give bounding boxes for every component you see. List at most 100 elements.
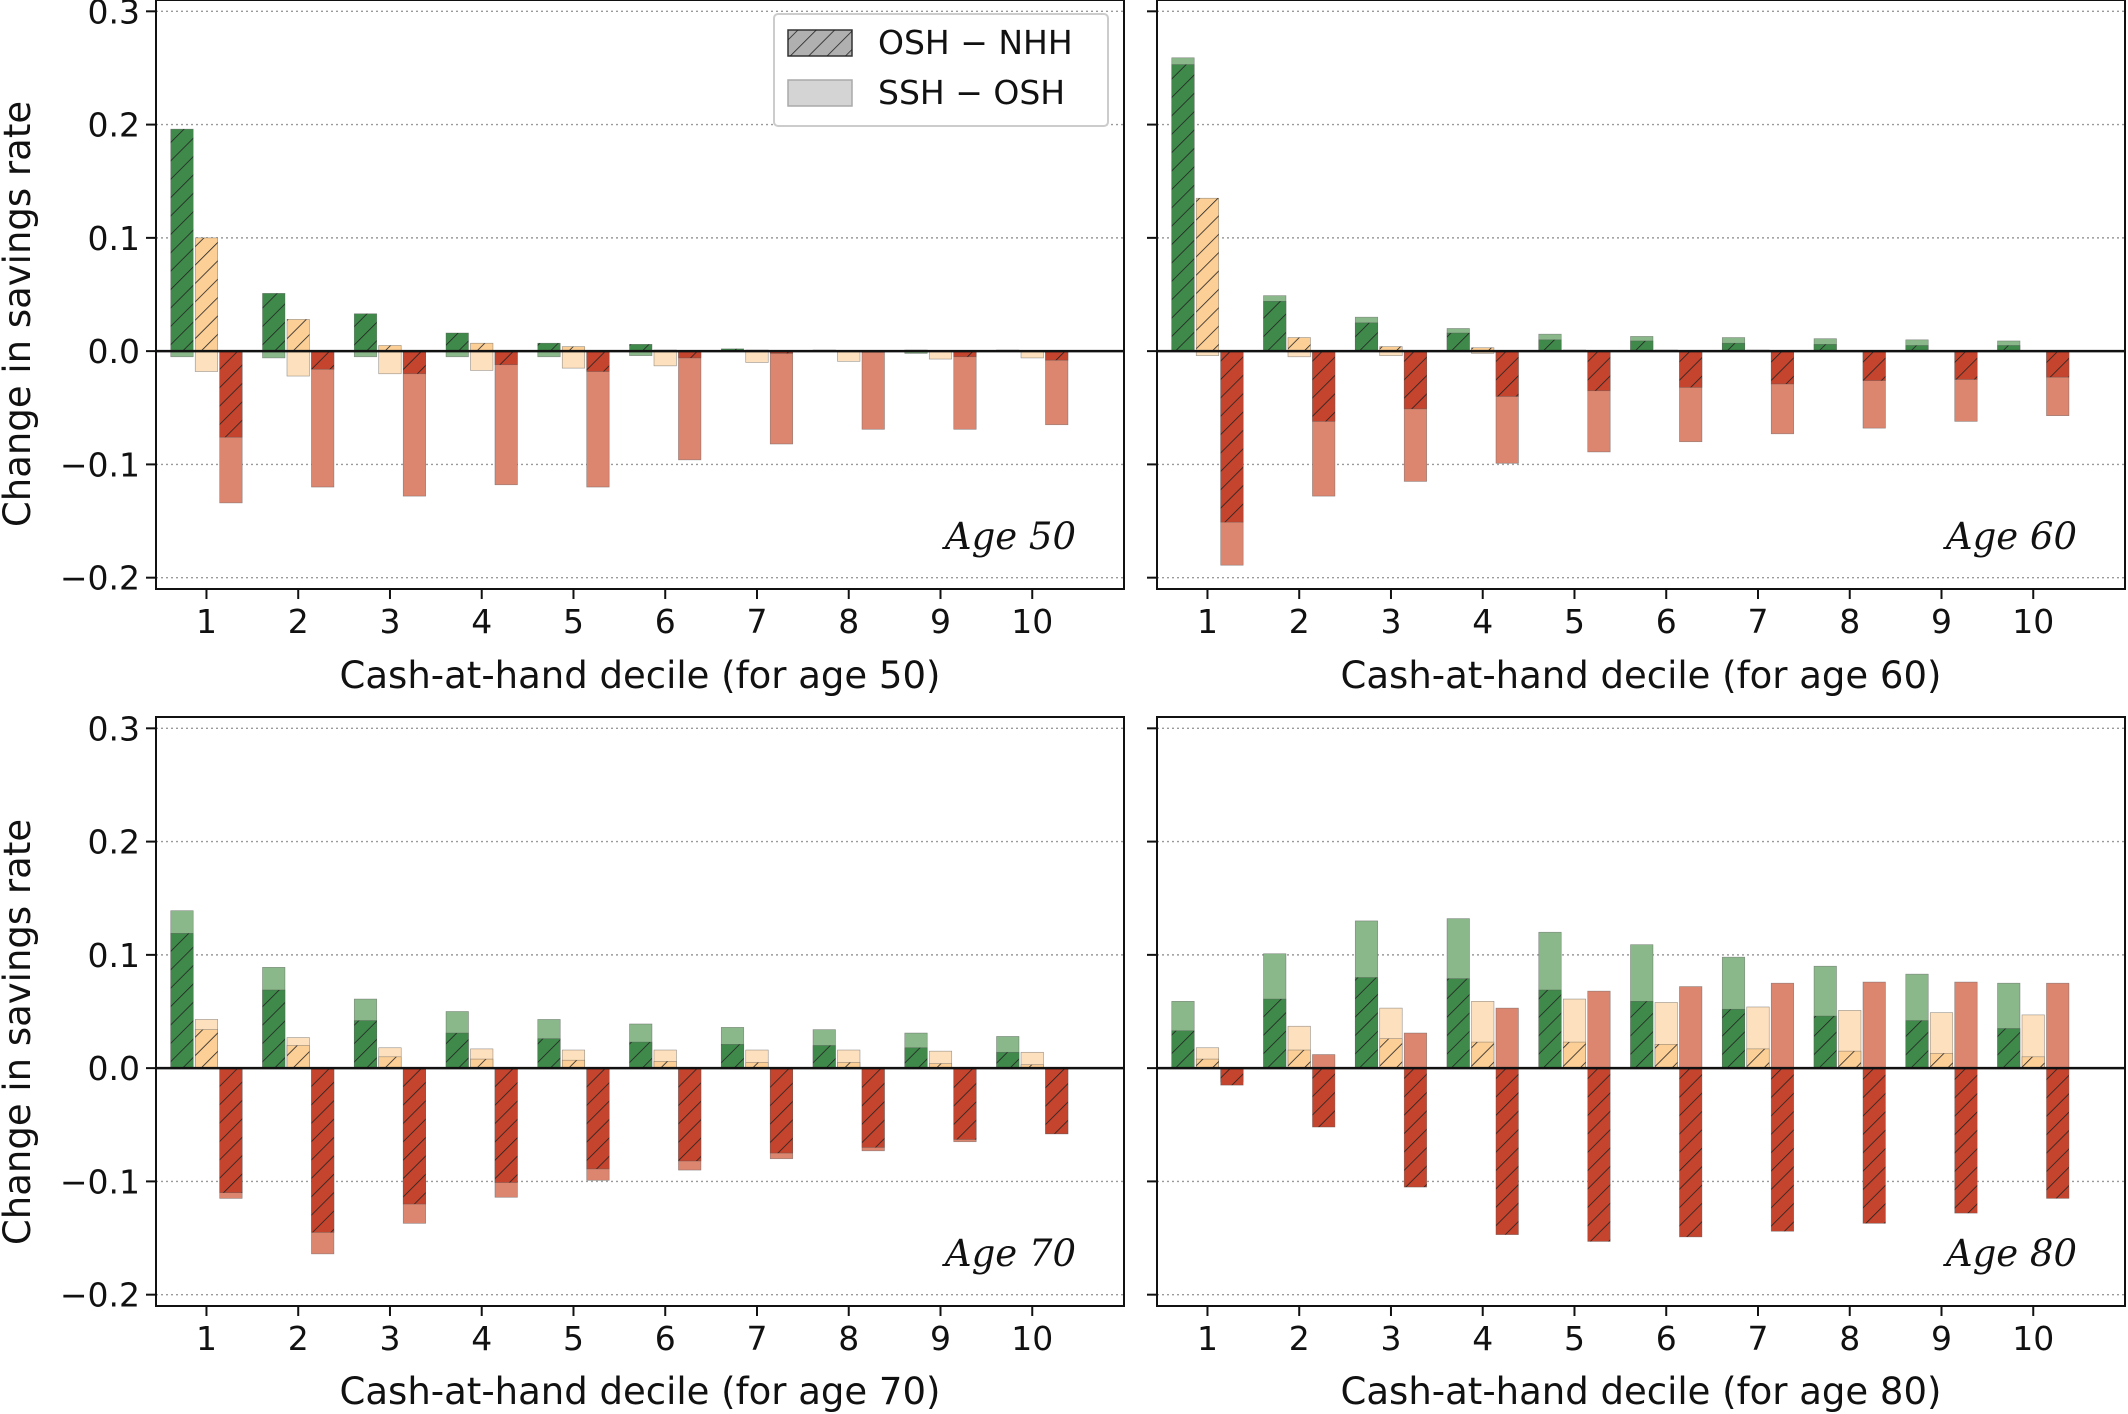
bar-red-ssh-osh (1862, 981, 1886, 1069)
bar-hatch-green (1538, 989, 1562, 1069)
bar-hatch-red (1771, 1068, 1794, 1232)
x-tick-label: 2 (1289, 1319, 1310, 1358)
bar-hatch-orange (378, 345, 402, 352)
bar-hatch-orange (1746, 1048, 1770, 1069)
bar-red-ssh-osh (1770, 982, 1795, 1069)
y-tick-label: 0.0 (88, 332, 140, 371)
bar-hatch-green (813, 1045, 836, 1069)
bar-hatch-green (446, 1033, 469, 1069)
bar-red-ssh-osh (494, 350, 518, 486)
bar-hatch-green (1814, 1016, 1837, 1069)
x-tick-label: 7 (746, 602, 767, 641)
y-tick-label: 0.0 (88, 1049, 140, 1088)
x-tick-label: 1 (196, 602, 217, 641)
bar-hatch-orange (378, 1056, 402, 1069)
bar-hatch-orange (1196, 1059, 1219, 1069)
bar-hatch-red (494, 1068, 518, 1183)
bar-hatch-orange (1471, 347, 1494, 352)
axes-frame (155, 0, 1125, 590)
bar-hatch-orange (1838, 1051, 1861, 1069)
x-tick-label: 2 (288, 602, 309, 641)
bar-red-ssh-osh (1403, 1032, 1427, 1069)
bar-hatch-red (403, 1068, 426, 1205)
bar-hatch-orange (286, 319, 310, 352)
bar-hatch-red (311, 1068, 334, 1233)
bar-red-ssh-osh (769, 350, 794, 445)
bar-orange-ssh-osh (194, 350, 219, 372)
bar-hatch-orange (1654, 1044, 1678, 1069)
bar-hatch-red (1312, 1068, 1335, 1128)
panel-annotation: Age 50 (942, 515, 1076, 558)
panel-annotation: Age 60 (1943, 515, 2077, 558)
bar-hatch-red (1862, 1068, 1886, 1224)
x-tick-label: 6 (1656, 602, 1677, 641)
bar-red-ssh-osh (678, 350, 702, 461)
legend-label-ssh-osh: SSH − OSH (878, 73, 1065, 112)
bar-hatch-orange (1196, 198, 1219, 352)
panel-age-60: 1 2 3 4 5 6 7 8 9 10 Age 60 Cash-at-hand decile (… (1147, 0, 2126, 697)
bar-hatch-orange (562, 346, 585, 352)
y-tick-label: −0.2 (60, 559, 140, 598)
bar-red-ssh-osh (2046, 982, 2070, 1069)
bar-hatch-orange (2022, 1056, 2045, 1069)
legend-label-osh-nhh: OSH − NHH (878, 23, 1073, 62)
legend-swatch-solid (787, 79, 853, 107)
x-tick-label: 1 (1197, 1319, 1218, 1358)
bar-hatch-red (403, 351, 426, 374)
x-tick-label: 6 (655, 602, 676, 641)
bar-hatch-red (1862, 351, 1886, 381)
x-tick-label: 8 (838, 602, 859, 641)
x-tick-label: 2 (288, 1319, 309, 1358)
bar-hatch-orange (653, 1061, 677, 1069)
y-axis-label: Change in savings rate (0, 101, 39, 527)
bar-hatch-green (1997, 345, 2021, 352)
bar-hatch-green (354, 1020, 377, 1069)
bar-hatch-green (354, 313, 377, 352)
bar-hatch-green (1355, 322, 1378, 352)
bar-hatch-orange (1287, 1050, 1311, 1069)
bar-hatch-green (904, 1047, 928, 1069)
bar-hatch-orange (1379, 346, 1403, 352)
bar-hatch-red (219, 1068, 243, 1193)
bar-hatch-green (996, 1052, 1020, 1069)
bar-hatch-green (170, 129, 194, 352)
panel-age-80: 1 2 3 4 5 6 7 8 9 10 Age 80 Cash-at-hand decile (… (1147, 716, 2126, 1413)
x-tick-label: 5 (563, 602, 584, 641)
bar-hatch-green (1722, 1009, 1745, 1069)
x-tick-label: 3 (379, 1319, 400, 1358)
x-tick-label: 10 (2012, 602, 2054, 641)
bar-hatch-orange (195, 237, 218, 352)
x-axis-label: Cash-at-hand decile (for age 70) (340, 1370, 941, 1413)
x-tick-label: 10 (1011, 602, 1053, 641)
bar-hatch-red (861, 1068, 885, 1148)
bar-hatch-orange (470, 343, 493, 352)
x-tick-label: 5 (563, 1319, 584, 1358)
bar-hatch-orange (929, 1063, 952, 1069)
bar-hatch-red (2046, 351, 2069, 378)
x-tick-label: 8 (1839, 602, 1860, 641)
y-tick-label: 0.3 (88, 709, 140, 748)
bar-red-ssh-osh (311, 350, 335, 488)
x-tick-label: 7 (1747, 1319, 1768, 1358)
bar-hatch-orange (1287, 337, 1311, 352)
x-axis-label: Cash-at-hand decile (for age 50) (340, 654, 941, 697)
x-tick-label: 9 (1931, 1319, 1952, 1358)
y-tick-label: 0.1 (88, 219, 140, 258)
bar-hatch-red (219, 351, 243, 438)
bar-hatch-green (1263, 999, 1286, 1069)
bar-red-ssh-osh (1312, 1054, 1336, 1069)
bar-orange-ssh-osh (837, 350, 861, 362)
bar-hatch-orange (1379, 1038, 1403, 1069)
x-tick-label: 6 (1656, 1319, 1677, 1358)
bar-hatch-green (1905, 345, 1929, 352)
x-tick-label: 9 (930, 1319, 951, 1358)
legend-swatch-hatch-overlay (788, 30, 852, 56)
bar-hatch-green (1814, 344, 1837, 352)
bar-hatch-red (1954, 351, 1978, 380)
bar-hatch-green (1171, 1030, 1195, 1069)
bar-hatch-green (537, 1038, 561, 1069)
x-tick-label: 4 (471, 1319, 492, 1358)
axes-frame (155, 716, 1125, 1307)
bar-orange-ssh-osh (653, 350, 677, 367)
